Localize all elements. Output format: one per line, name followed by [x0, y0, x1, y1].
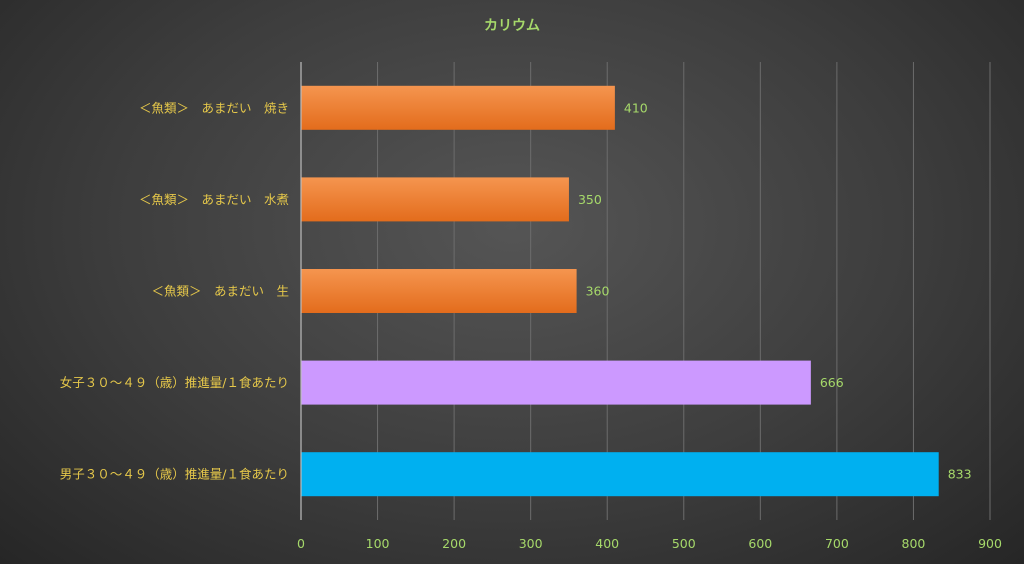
x-tick-label-800: 800 — [902, 536, 926, 551]
value-label-4: 833 — [948, 467, 972, 482]
x-tick-label-100: 100 — [366, 536, 390, 551]
value-label-1: 350 — [578, 192, 602, 207]
value-label-0: 410 — [624, 100, 648, 115]
value-label-2: 360 — [586, 284, 610, 299]
x-tick-label-200: 200 — [442, 536, 466, 551]
x-tick-label-900: 900 — [978, 536, 1002, 551]
category-label-2: ＜魚類＞ あまだい 生 — [151, 284, 289, 299]
x-tick-label-400: 400 — [595, 536, 619, 551]
bar-2 — [301, 269, 577, 313]
category-label-0: ＜魚類＞ あまだい 焼き — [139, 100, 289, 115]
category-labels: ＜魚類＞ あまだい 焼き ＜魚類＞ あまだい 水煮 ＜魚類＞ あまだい 生女子３０～… — [60, 100, 289, 481]
bar-1 — [301, 177, 569, 222]
x-tick-label-500: 500 — [672, 536, 696, 551]
value-label-3: 666 — [820, 375, 844, 390]
bar-3 — [301, 360, 811, 405]
x-tick-label-700: 700 — [825, 536, 849, 551]
bars — [301, 85, 939, 497]
x-tick-label-0: 0 — [297, 536, 305, 551]
category-label-1: ＜魚類＞ あまだい 水煮 — [139, 192, 289, 207]
bar-0 — [301, 85, 615, 130]
value-labels: 410 350 360 666 833 — [578, 100, 972, 481]
x-axis-ticks: 0 100 200 300 400 500 600 700 800 900 — [297, 536, 1002, 551]
gridlines — [377, 62, 991, 520]
chart-title: カリウム — [484, 18, 540, 34]
x-tick-label-300: 300 — [519, 536, 543, 551]
x-tick-label-600: 600 — [748, 536, 772, 551]
bar-4 — [301, 452, 939, 497]
category-label-4: 男子３０～４９（歳）推進量/１食あたり — [60, 467, 289, 482]
category-label-3: 女子３０～４９（歳）推進量/１食あたり — [60, 375, 289, 390]
